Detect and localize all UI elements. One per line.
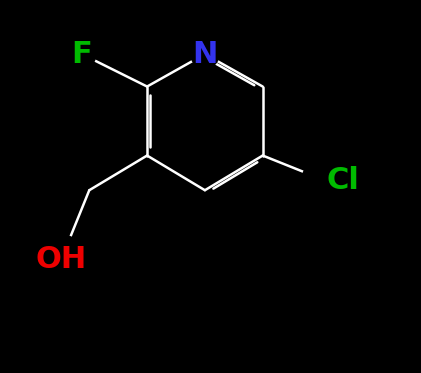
Text: F: F xyxy=(72,40,92,69)
Text: OH: OH xyxy=(36,245,87,274)
Text: N: N xyxy=(192,40,218,69)
Circle shape xyxy=(302,157,350,205)
Circle shape xyxy=(191,40,219,68)
Circle shape xyxy=(37,235,85,283)
Text: Cl: Cl xyxy=(326,166,359,195)
Circle shape xyxy=(68,40,96,68)
